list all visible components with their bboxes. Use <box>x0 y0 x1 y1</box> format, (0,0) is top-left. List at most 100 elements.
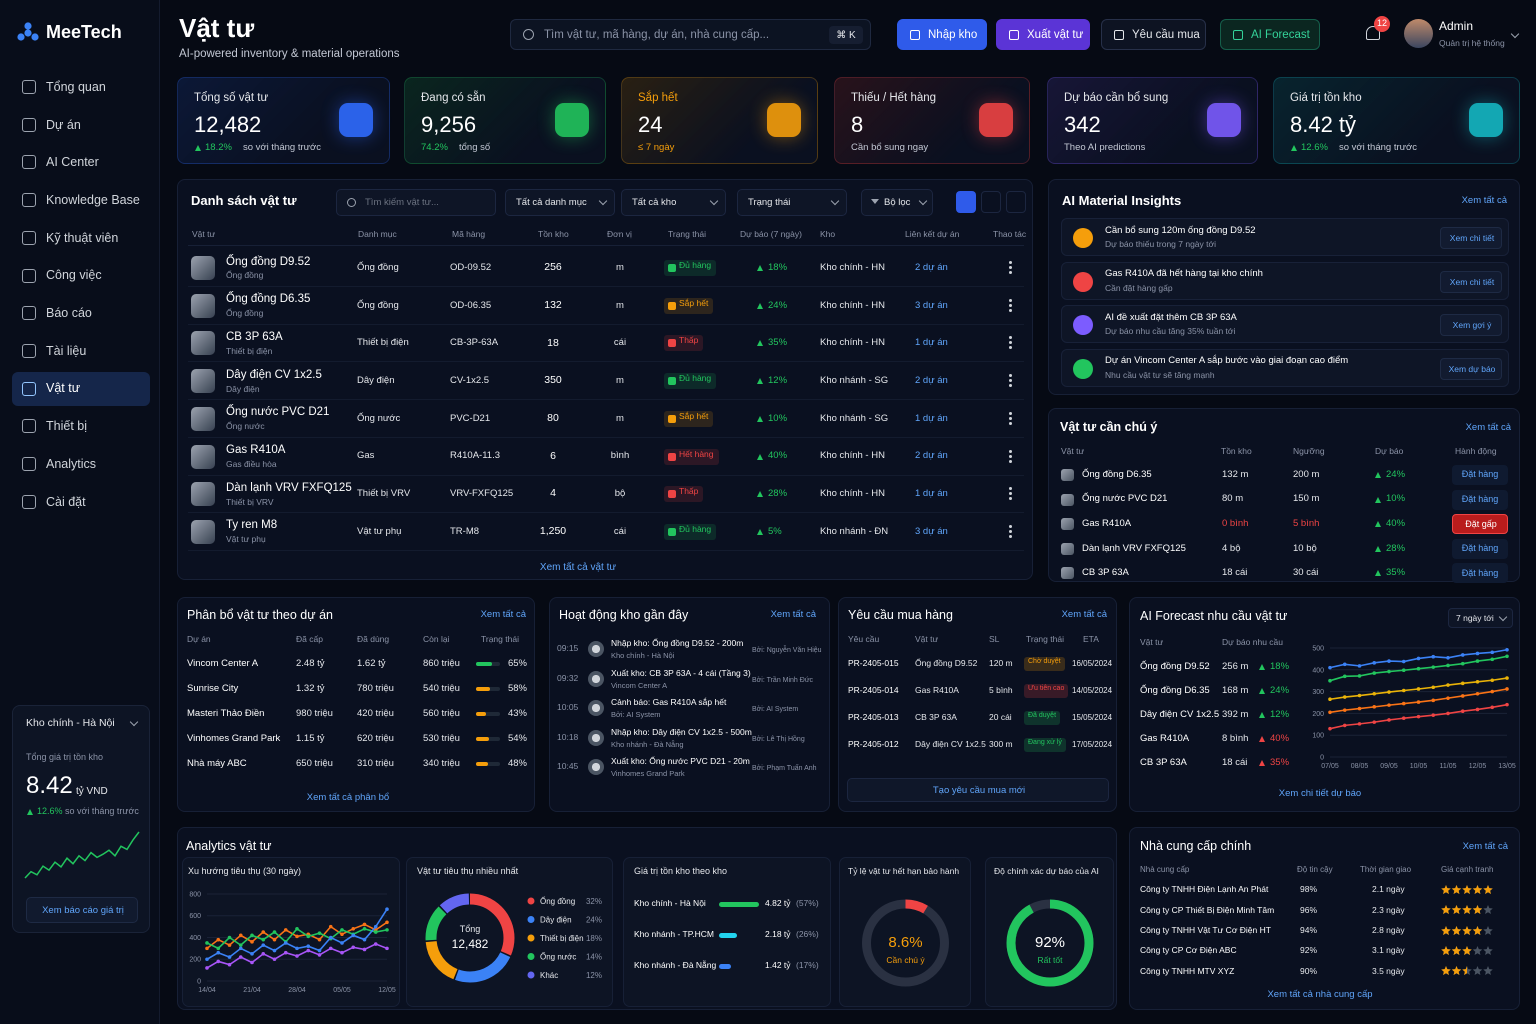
series-point <box>1372 691 1377 696</box>
row-menu[interactable] <box>1009 487 1013 501</box>
item-sub: Vật tư phụ <box>226 534 266 545</box>
order-label: Đặt hàng <box>1461 542 1499 553</box>
insight-action[interactable]: Xem dự báo <box>1440 357 1502 380</box>
filter-dropdown[interactable]: Tất cả danh mục <box>505 189 615 216</box>
project-link[interactable]: 3 dự án <box>915 525 948 537</box>
nav-item[interactable]: Dự án <box>12 108 150 142</box>
project-link[interactable]: 2 dự án <box>915 450 948 462</box>
menu-dot <box>1009 454 1012 458</box>
column-header: Thời gian giao <box>1360 864 1412 874</box>
nav-label: AI Center <box>46 155 99 170</box>
star-filled <box>1451 905 1462 915</box>
insight-action[interactable]: Xem chi tiết <box>1440 227 1502 249</box>
activity-by: Bởi: Nguyễn Văn Hiệu <box>752 647 822 655</box>
period-dropdown[interactable]: 7 ngày tới <box>1448 608 1513 628</box>
search-box[interactable]: Tìm vật tư, mã hàng, dự án, nhà cung cấp… <box>510 19 871 50</box>
panel-footer-link[interactable]: Xem tất cả phân bổ <box>306 791 390 803</box>
forecast-item: Gas R410A <box>1140 732 1190 744</box>
column-header: Vật tư <box>192 229 216 240</box>
nav-item[interactable]: Công việc <box>12 259 150 293</box>
insight-action[interactable]: Xem chi tiết <box>1440 270 1502 293</box>
project-link[interactable]: 1 dự án <box>915 412 948 424</box>
warehouse: Kho nhánh - SG <box>820 374 889 386</box>
row-menu[interactable] <box>1009 261 1013 275</box>
panel-footer-link[interactable]: Xem tất cả vật tư <box>539 561 617 573</box>
period-label: 7 ngày tới <box>1456 613 1494 624</box>
row-menu[interactable] <box>1009 336 1013 350</box>
project-link[interactable]: 2 dự án <box>915 261 948 273</box>
nav-item[interactable]: Analytics <box>12 447 150 481</box>
header-button[interactable]: Nhập kho <box>897 19 987 50</box>
order-button[interactable]: Đặt hàng <box>1452 489 1508 510</box>
header-button[interactable]: Yêu cầu mua <box>1101 19 1206 50</box>
series-point <box>1490 689 1495 694</box>
series-point <box>272 937 277 942</box>
view-toggle[interactable] <box>981 191 1001 213</box>
series-point <box>238 943 243 947</box>
header-button[interactable]: AI Forecast <box>1220 19 1320 50</box>
column-header: Mã hàng <box>452 229 486 240</box>
filter-dropdown[interactable]: Trạng thái <box>737 189 847 216</box>
store-link[interactable]: Xem báo cáo giá trị <box>26 897 138 923</box>
project-link[interactable]: 3 dự án <box>915 299 948 311</box>
brand: MeeTech <box>46 22 122 43</box>
supplier-delivery: 3.1 ngày <box>1372 945 1405 956</box>
row-menu[interactable] <box>1009 411 1013 426</box>
filter-dropdown[interactable]: Tất cả kho <box>621 189 726 216</box>
series-point <box>205 941 209 945</box>
nav-item[interactable]: Kỹ thuật viên <box>12 221 150 255</box>
kpi-value: 342 <box>1064 111 1101 137</box>
stock: 6 <box>550 449 556 462</box>
item-thumb <box>1061 469 1074 481</box>
item-name: Ống đồng D6.35 <box>226 293 311 306</box>
nav-item[interactable]: Báo cáo <box>12 296 150 330</box>
star-filled <box>1451 966 1462 976</box>
insight-action[interactable]: Xem gợi ý <box>1440 314 1502 336</box>
filter-button[interactable]: Bộ lọc <box>861 189 933 216</box>
star-filled <box>1462 905 1472 915</box>
x-tick-label: 28/04 <box>288 987 306 994</box>
project-link[interactable]: 1 dự án <box>915 488 948 500</box>
series-point <box>1416 700 1421 704</box>
nav-item[interactable]: Cài đặt <box>12 485 150 519</box>
row-menu[interactable] <box>1009 449 1013 464</box>
panel-link[interactable]: Xem tất cả <box>770 608 816 620</box>
row-menu[interactable] <box>1009 374 1013 388</box>
panel-footer-link[interactable]: Xem tất cả nhà cung cấp <box>1267 988 1373 1000</box>
request-id: PR-2405-014 <box>848 685 899 696</box>
rating <box>1441 905 1493 915</box>
nav-label: Knowledge Base <box>46 192 140 207</box>
up-arrow <box>757 491 763 498</box>
panel-link[interactable]: Xem tất cả <box>1061 608 1107 620</box>
order-button[interactable]: Đặt hàng <box>1452 563 1508 584</box>
row-menu[interactable] <box>1009 524 1013 539</box>
nav-item[interactable]: Tài liệu <box>12 334 150 368</box>
nav-item[interactable]: AI Center <box>12 145 150 179</box>
table-search[interactable]: Tìm kiếm vật tư... <box>336 189 496 216</box>
nav-item[interactable]: Knowledge Base <box>12 183 150 217</box>
view-toggle[interactable] <box>956 191 976 213</box>
panel-link[interactable]: Xem tất cả <box>1461 194 1507 206</box>
progress-fill <box>476 662 492 666</box>
project-link[interactable]: 2 dự án <box>915 374 948 386</box>
order-button[interactable]: Đặt hàng <box>1452 465 1508 485</box>
nav-item[interactable]: Thiết bị <box>12 409 150 443</box>
panel-footer-link[interactable]: Xem chi tiết dự báo <box>1278 787 1362 799</box>
order-button[interactable]: Đặt gấp <box>1452 514 1508 535</box>
page-title: Vật tư <box>179 13 255 44</box>
item-sub: Dây điện <box>226 383 260 394</box>
panel-link[interactable]: Xem tất cả <box>480 608 526 620</box>
panel-link[interactable]: Xem tất cả <box>1465 421 1511 433</box>
new-request-button[interactable]: Tạo yêu cầu mua mới <box>847 778 1109 802</box>
forecast: 12% <box>768 374 788 386</box>
request-qty: 120 m <box>989 658 1013 669</box>
nav-item[interactable]: Vật tư <box>12 371 150 406</box>
row-menu[interactable] <box>1009 298 1013 313</box>
view-toggle[interactable] <box>1006 191 1026 213</box>
project-link[interactable]: 1 dự án <box>915 337 948 349</box>
order-button[interactable]: Đặt hàng <box>1452 538 1508 559</box>
panel-link[interactable]: Xem tất cả <box>1462 840 1508 852</box>
nav-item[interactable]: Tổng quan <box>12 70 150 104</box>
bell[interactable] <box>1366 26 1380 40</box>
header-button[interactable]: Xuất vật tư <box>996 19 1090 50</box>
